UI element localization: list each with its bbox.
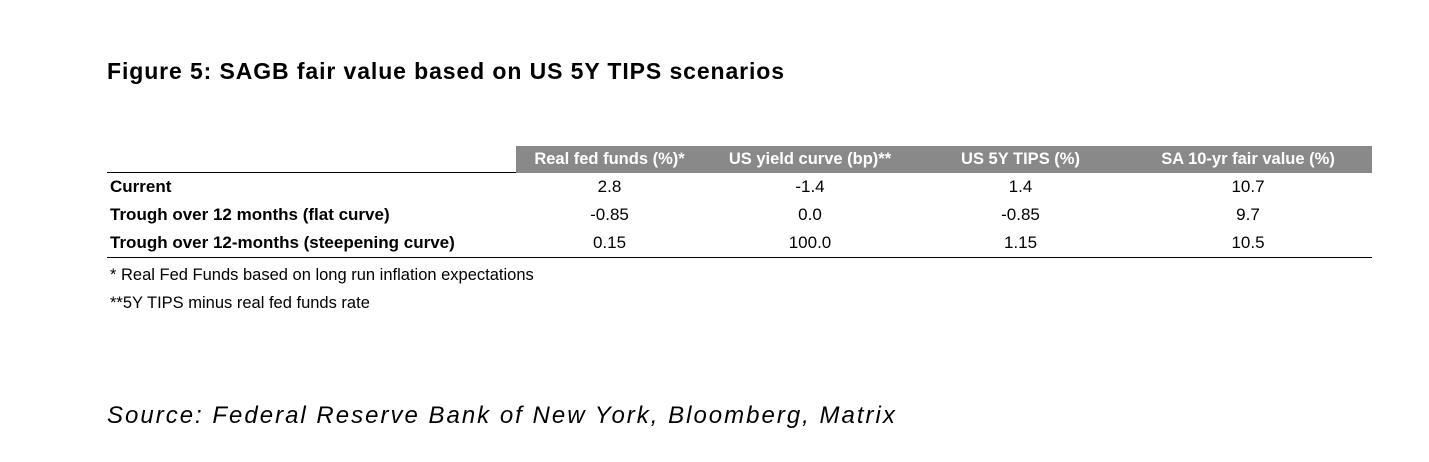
cell-sa-10yr-fair-value: 10.7 bbox=[1231, 176, 1265, 196]
cell-sa-10yr-fair-value: 9.7 bbox=[1236, 205, 1260, 224]
cell-us-5y-tips: 1.4 bbox=[1008, 176, 1033, 196]
cell-real-fed-funds: 0.15 bbox=[516, 229, 703, 258]
cell-us-yield-curve: 100.0 bbox=[703, 229, 917, 258]
table-header-row: Real fed funds (%)* US yield curve (bp)*… bbox=[107, 146, 1372, 173]
header-real-fed-funds: Real fed funds (%)* bbox=[516, 146, 703, 173]
header-blank-cell bbox=[107, 146, 516, 173]
table-row: Trough over 12 months (flat curve) -0.85… bbox=[107, 201, 1372, 229]
footnote-real-fed-funds: * Real Fed Funds based on long run infla… bbox=[110, 266, 534, 284]
scenario-table: Real fed funds (%)* US yield curve (bp)*… bbox=[107, 146, 1372, 258]
source-line: Source: Federal Reserve Bank of New York… bbox=[107, 402, 897, 429]
header-us-5y-tips: US 5Y TIPS (%) bbox=[917, 146, 1124, 173]
cell-real-fed-funds: 2.8 bbox=[597, 176, 622, 196]
table-row: Current 2.8 -1.4 1.4 10.7 bbox=[107, 173, 1372, 202]
header-us-yield-curve: US yield curve (bp)** bbox=[703, 146, 917, 173]
figure-title: Figure 5: SAGB fair value based on US 5Y… bbox=[107, 58, 785, 84]
cell-us-5y-tips: 1.15 bbox=[917, 229, 1124, 258]
table-row: Trough over 12-months (steepening curve)… bbox=[107, 229, 1372, 258]
cell-us-yield-curve: -1.4 bbox=[795, 176, 825, 196]
row-label: Trough over 12-months (steepening curve) bbox=[107, 229, 516, 258]
scenario-table-container: Real fed funds (%)* US yield curve (bp)*… bbox=[107, 146, 1372, 258]
cell-real-fed-funds: -0.85 bbox=[590, 205, 629, 224]
footnote-yield-curve: **5Y TIPS minus real fed funds rate bbox=[110, 294, 370, 312]
table-footnotes: * Real Fed Funds based on long run infla… bbox=[110, 261, 534, 317]
header-sa-10yr-fair-value: SA 10-yr fair value (%) bbox=[1124, 146, 1372, 173]
cell-us-yield-curve: 0.0 bbox=[798, 205, 822, 224]
row-label: Trough over 12 months (flat curve) bbox=[110, 205, 390, 224]
cell-sa-10yr-fair-value: 10.5 bbox=[1124, 229, 1372, 258]
cell-us-5y-tips: -0.85 bbox=[1001, 205, 1040, 224]
row-label: Current bbox=[110, 177, 172, 196]
